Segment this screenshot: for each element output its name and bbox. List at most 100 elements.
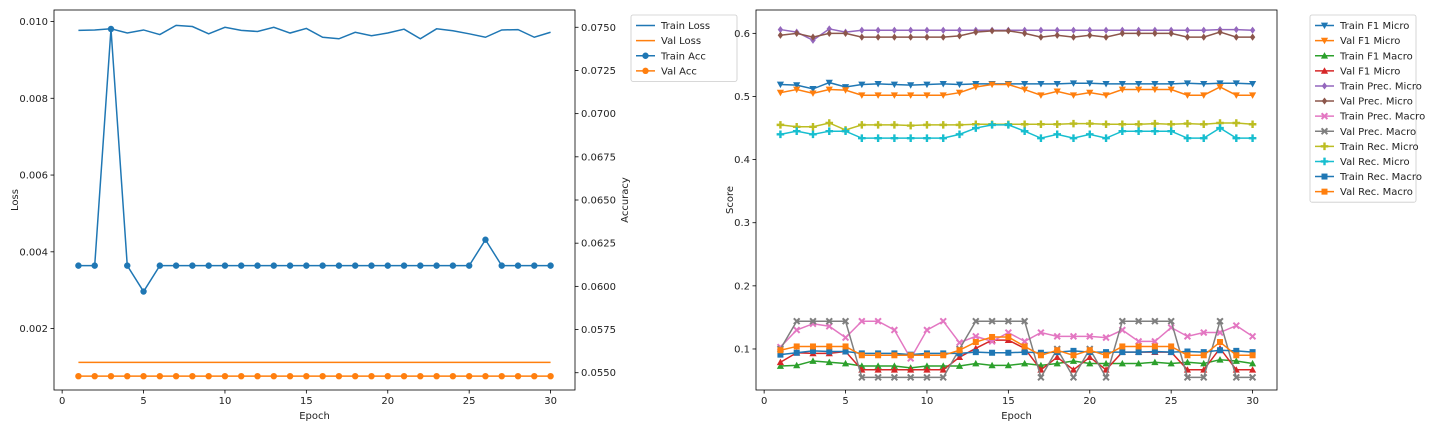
data-point bbox=[1020, 120, 1029, 129]
data-point bbox=[1248, 120, 1257, 129]
data-point bbox=[1020, 127, 1029, 135]
data-point bbox=[1233, 25, 1239, 34]
data-point bbox=[793, 349, 800, 356]
legend-label: Val Rec. Micro bbox=[1340, 157, 1410, 168]
data-point bbox=[1216, 328, 1224, 337]
data-point bbox=[286, 372, 294, 380]
data-point bbox=[793, 317, 801, 325]
data-point bbox=[955, 130, 964, 139]
data-point bbox=[989, 349, 996, 356]
data-point bbox=[465, 372, 473, 380]
data-point bbox=[1053, 80, 1061, 88]
data-point bbox=[1037, 80, 1045, 88]
data-point bbox=[809, 86, 817, 93]
data-point bbox=[777, 351, 784, 358]
x-axis-label: Epoch bbox=[299, 411, 330, 422]
data-point bbox=[1069, 119, 1078, 128]
data-point bbox=[498, 262, 505, 269]
data-point bbox=[1119, 343, 1126, 350]
data-point bbox=[482, 236, 489, 243]
data-point bbox=[955, 353, 964, 361]
legend-marker bbox=[642, 52, 649, 59]
data-point bbox=[1004, 121, 1013, 129]
data-point bbox=[107, 372, 115, 380]
series-val-rec-macro bbox=[777, 333, 1256, 359]
series-train-acc bbox=[75, 25, 554, 295]
data-point bbox=[825, 358, 833, 366]
data-point bbox=[1167, 359, 1175, 367]
data-point bbox=[825, 86, 833, 94]
legend: Train Loss Val Loss Train Acc Val Acc bbox=[630, 14, 738, 82]
data-point bbox=[793, 343, 800, 350]
data-point bbox=[1201, 33, 1207, 41]
x-tick-label: 5 bbox=[842, 396, 848, 407]
legend-marker bbox=[1320, 142, 1329, 151]
data-point bbox=[1183, 92, 1192, 99]
data-point bbox=[906, 121, 915, 130]
data-point bbox=[547, 262, 554, 269]
data-point bbox=[858, 121, 866, 129]
data-point bbox=[1038, 26, 1044, 34]
data-point bbox=[1151, 80, 1159, 88]
data-point bbox=[1135, 317, 1143, 325]
data-point bbox=[1004, 317, 1012, 325]
data-point bbox=[1232, 134, 1241, 142]
data-point bbox=[1184, 348, 1191, 355]
data-point bbox=[988, 81, 996, 89]
legend-label: Val F1 Micro bbox=[1340, 66, 1400, 77]
data-point bbox=[1151, 343, 1158, 350]
data-point bbox=[1038, 33, 1044, 41]
y-tick-label: 0.010 bbox=[19, 17, 48, 28]
data-point bbox=[156, 262, 164, 269]
data-point bbox=[1200, 92, 1208, 99]
data-point bbox=[1183, 119, 1192, 128]
data-point bbox=[1070, 352, 1077, 359]
data-point bbox=[875, 33, 881, 41]
data-point bbox=[1037, 373, 1045, 381]
data-point bbox=[988, 317, 996, 325]
data-point bbox=[1070, 347, 1077, 354]
data-point bbox=[1021, 343, 1028, 350]
legend-item: Train Loss bbox=[636, 21, 710, 32]
data-point bbox=[1102, 80, 1110, 88]
y2-axis-label: Accuracy bbox=[620, 177, 631, 223]
y-axis-label: Loss bbox=[10, 189, 21, 211]
data-point bbox=[1087, 26, 1093, 34]
data-point bbox=[890, 134, 899, 142]
x-tick-label: 25 bbox=[463, 396, 476, 407]
data-point bbox=[417, 262, 424, 269]
data-point bbox=[972, 317, 980, 325]
data-point bbox=[793, 326, 801, 334]
data-point bbox=[1085, 130, 1094, 139]
data-point bbox=[270, 262, 277, 269]
legend-item: Val F1 Micro bbox=[1315, 66, 1400, 77]
legend-item: Val F1 Micro bbox=[1315, 36, 1400, 47]
data-point bbox=[319, 372, 326, 380]
legend-marker bbox=[1320, 37, 1329, 45]
data-point bbox=[809, 343, 816, 350]
data-point bbox=[1086, 353, 1094, 361]
data-point bbox=[971, 124, 980, 132]
data-point bbox=[1248, 92, 1257, 99]
data-point bbox=[400, 262, 408, 269]
data-point bbox=[809, 130, 817, 139]
legend-label: Val Prec. Macro bbox=[1340, 127, 1416, 138]
data-point bbox=[1184, 26, 1191, 34]
data-point bbox=[924, 33, 930, 41]
series-val-rec-micro bbox=[776, 121, 1257, 142]
data-point bbox=[923, 373, 931, 381]
data-point bbox=[1069, 366, 1078, 373]
data-point bbox=[1200, 328, 1208, 337]
x-tick-label: 30 bbox=[1246, 396, 1259, 407]
y-tick-label: 0.5 bbox=[734, 92, 750, 103]
data-point bbox=[254, 372, 261, 380]
data-point bbox=[955, 362, 964, 369]
y2-tick-label: 0.0650 bbox=[581, 196, 616, 207]
data-point bbox=[1102, 92, 1110, 99]
data-point bbox=[956, 347, 963, 354]
y-tick-label: 0.002 bbox=[19, 324, 48, 335]
data-point bbox=[858, 373, 866, 381]
data-point bbox=[825, 127, 834, 135]
legend-label: Val Loss bbox=[661, 36, 701, 47]
